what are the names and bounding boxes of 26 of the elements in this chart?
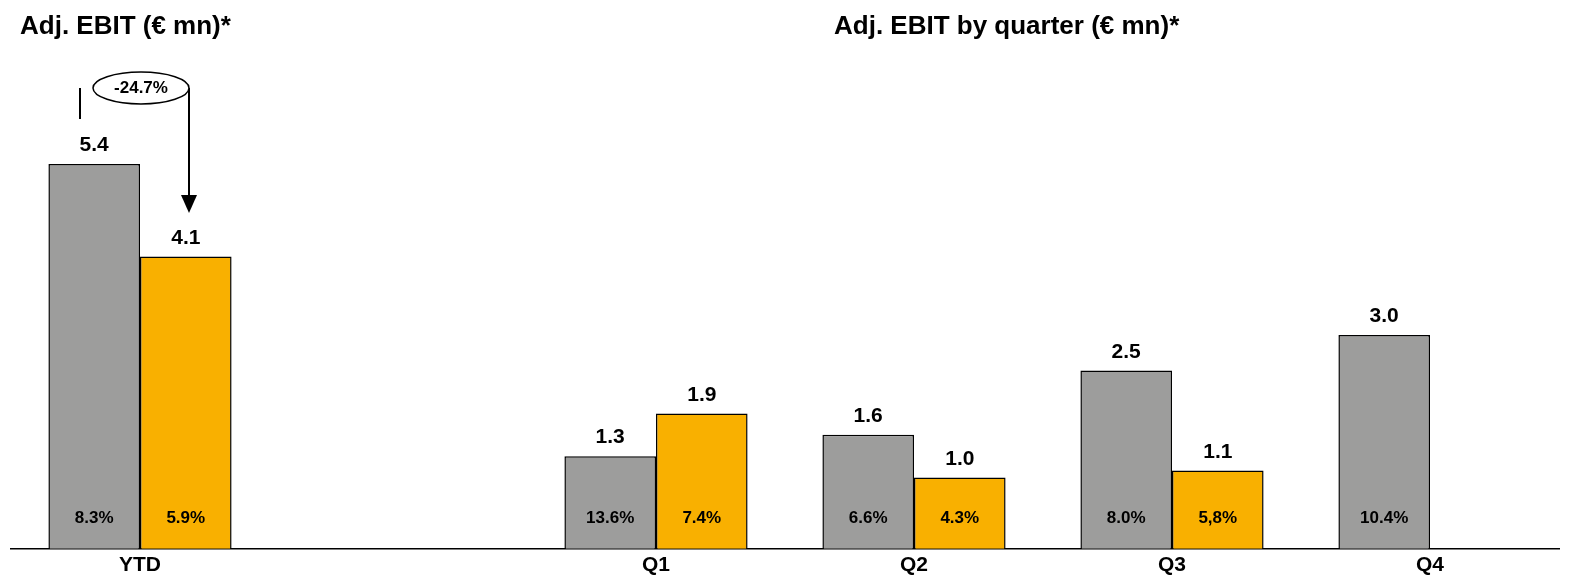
x-tick-label: Q1 [641, 552, 671, 576]
data-label: 1.3 [595, 424, 625, 448]
data-label: 3.0 [1369, 303, 1399, 327]
text: -24.7% [113, 78, 169, 98]
annotation: 10.4% [1360, 508, 1409, 528]
data-label: 5.4 [79, 132, 110, 156]
data-label: 1.9 [687, 381, 717, 405]
data-label: 1.6 [853, 403, 883, 427]
annotation: 13.6% [586, 508, 635, 528]
data-label: 1.0 [945, 445, 975, 469]
annotation: 7.4% [682, 508, 722, 528]
x-tick-label: YTD [119, 552, 161, 576]
annotation: 5.9% [166, 508, 206, 528]
annotation: 4.3% [940, 508, 980, 528]
annotation: 8.3% [74, 508, 114, 528]
chart-subtitle: Adj. EBIT by quarter (€ mn)* [834, 10, 1180, 41]
x-tick-label: Q2 [899, 552, 929, 576]
annotation: 6.6% [848, 508, 888, 528]
annotation: 5,8% [1198, 508, 1238, 528]
data-label: 4.1 [171, 224, 201, 248]
data-label: 2.5 [1111, 338, 1142, 362]
chart-title: Adj. EBIT (€ mn)* [20, 10, 231, 41]
x-tick-label: Q3 [1157, 552, 1187, 576]
x-tick-label: Q4 [1415, 552, 1445, 576]
data-label: 1.1 [1203, 438, 1233, 462]
annotation: 8.0% [1106, 508, 1146, 528]
